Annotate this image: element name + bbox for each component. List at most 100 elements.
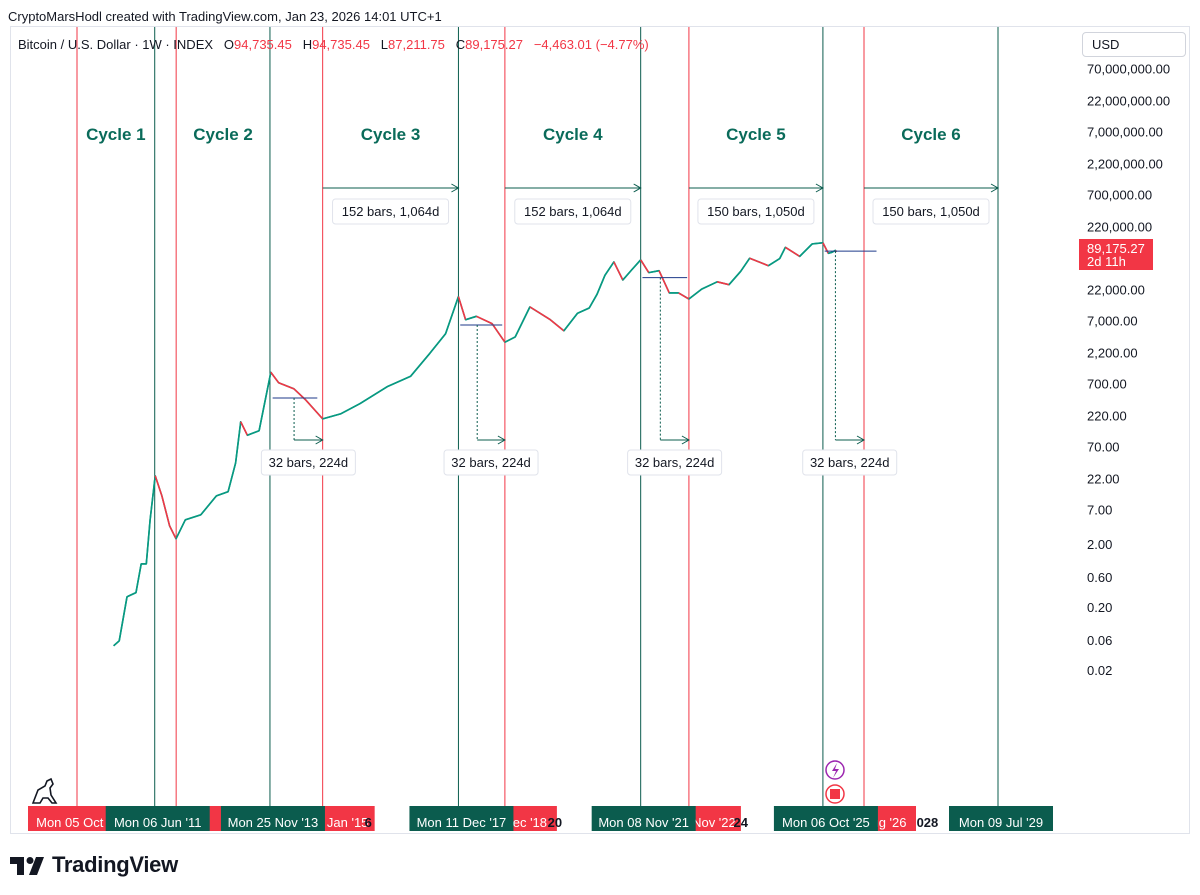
- price-segment-10: [168, 525, 177, 540]
- range-label-box-3: [697, 198, 815, 225]
- open-value: 94,735.45: [234, 37, 292, 52]
- price-segment-12: [185, 514, 202, 521]
- price-segment-2: [118, 596, 128, 641]
- chart-panel[interactable]: [10, 26, 1190, 834]
- x-date-label-16: Mon 09 Jul '29: [959, 815, 1043, 830]
- price-segment-40: [577, 307, 590, 314]
- ohlc-legend: Bitcoin / U.S. Dollar · 1W · INDEX O94,7…: [18, 37, 649, 52]
- range-arrowhead-3: [815, 183, 824, 193]
- x-date-label-5: Jan '15: [327, 815, 369, 830]
- price-segment-21: [278, 381, 295, 390]
- price-line: [113, 242, 837, 647]
- x-date-label-8: ec '18: [513, 815, 547, 830]
- x-date-badge-5: [320, 806, 375, 831]
- price-segment-3: [126, 591, 137, 598]
- price-segment-53: [701, 281, 718, 290]
- price-segment-32: [465, 315, 477, 321]
- dino-icon: [31, 777, 58, 804]
- cycle-label-4: Cycle 4: [543, 125, 603, 144]
- low-value: 87,211.75: [388, 37, 445, 52]
- high-value: 94,735.45: [312, 37, 370, 52]
- close-label: C: [455, 37, 466, 52]
- price-segment-23: [305, 399, 324, 420]
- price-badge: [1079, 239, 1153, 270]
- price-segment-61: [799, 243, 813, 257]
- short-label-box-3: [627, 449, 723, 476]
- range-label-2: 152 bars, 1,064d: [524, 204, 622, 219]
- x-date-label-4: Mon 25 Nov '13: [228, 815, 319, 830]
- tradingview-logo[interactable]: TradingView: [10, 851, 178, 879]
- x-date-badge-2: [105, 806, 210, 831]
- price-segment-60: [784, 246, 801, 258]
- price-segment-20: [270, 371, 280, 384]
- x-date-label-1: Mon 05 Oct '09: [36, 815, 124, 830]
- price-badge-value: 89,175.27: [1087, 241, 1145, 256]
- price-segment-13: [200, 495, 217, 516]
- chart-credit: CryptoMarsHodl created with TradingView.…: [8, 9, 442, 24]
- y-tick-label-16: 0.60: [1087, 570, 1112, 585]
- y-tick-label-4: 2,200,000.00: [1087, 156, 1163, 171]
- range-label-box-4: [872, 198, 990, 225]
- cycle-label-5: Cycle 5: [726, 125, 786, 144]
- range-label-4: 150 bars, 1,050d: [882, 204, 980, 219]
- short-label-box-4: [802, 449, 898, 476]
- price-segment-34: [491, 323, 506, 343]
- close-value: 89,175.27: [465, 37, 523, 52]
- price-segment-55: [728, 270, 742, 286]
- price-segment-62: [812, 241, 823, 245]
- price-segment-51: [678, 292, 690, 300]
- price-segment-63: [822, 242, 829, 254]
- x-date-badge-10: [591, 806, 696, 831]
- x-date-label-2: Mon 06 Jun '11: [114, 815, 202, 830]
- price-segment-16: [234, 421, 242, 464]
- price-segment-29: [429, 333, 447, 354]
- price-segment-54: [717, 281, 730, 286]
- price-segment-33: [476, 315, 493, 325]
- price-segment-57: [749, 257, 769, 267]
- price-segment-7: [149, 475, 157, 520]
- short-label-box-1: [260, 449, 356, 476]
- y-tick-label-11: 220.00: [1087, 408, 1127, 423]
- lightning-glyph-icon: [832, 763, 839, 778]
- y-tick-label-13: 22.00: [1087, 471, 1120, 486]
- y-tick-label-6: 220,000.00: [1087, 219, 1152, 234]
- y-tick-label-19: 0.02: [1087, 663, 1112, 678]
- high-label: H: [302, 37, 313, 52]
- cycle-label-2: Cycle 2: [193, 125, 253, 144]
- price-segment-30: [444, 296, 460, 334]
- price-segment-48: [648, 269, 660, 274]
- price-segment-45: [622, 268, 633, 281]
- y-tick-label-17: 0.20: [1087, 600, 1112, 615]
- range-label-3: 150 bars, 1,050d: [707, 204, 805, 219]
- x-date-label-11: Nov '22: [692, 815, 736, 830]
- price-segment-58: [767, 257, 781, 267]
- change-value: −4,463.01 (−4.77%): [533, 37, 649, 52]
- symbol-name[interactable]: Bitcoin / U.S. Dollar · 1W · INDEX: [18, 37, 214, 52]
- price-segment-59: [778, 246, 787, 259]
- x-date-badge-16: [949, 806, 1053, 831]
- price-segment-39: [563, 312, 579, 332]
- price-segment-8: [154, 475, 163, 497]
- price-segment-35: [504, 336, 516, 343]
- y-tick-label-2: 22,000,000.00: [1087, 93, 1170, 108]
- x-date-label-14: ug '26: [871, 815, 906, 830]
- range-label-box-2: [514, 198, 632, 225]
- y-tick-label-14: 7.00: [1087, 503, 1112, 518]
- x-tick-label-6: 6: [365, 815, 372, 830]
- low-label: L: [380, 37, 389, 52]
- price-segment-18: [247, 429, 260, 437]
- x-date-badge-7: [409, 806, 514, 831]
- price-segment-46: [631, 259, 642, 271]
- y-tick-label-8: 7,000.00: [1087, 314, 1138, 329]
- currency-button[interactable]: USD: [1082, 32, 1186, 57]
- price-segment-11: [175, 519, 187, 540]
- short-label-1: 32 bars, 224d: [269, 455, 349, 470]
- price-segment-26: [359, 385, 388, 405]
- open-label: O: [223, 37, 235, 52]
- x-date-label-10: Mon 08 Nov '21: [598, 815, 689, 830]
- price-segment-17: [240, 421, 249, 436]
- y-tick-label-12: 70.00: [1087, 440, 1120, 455]
- price-badge-countdown: 2d 11h: [1087, 254, 1126, 269]
- x-date-badge-11: [686, 806, 741, 831]
